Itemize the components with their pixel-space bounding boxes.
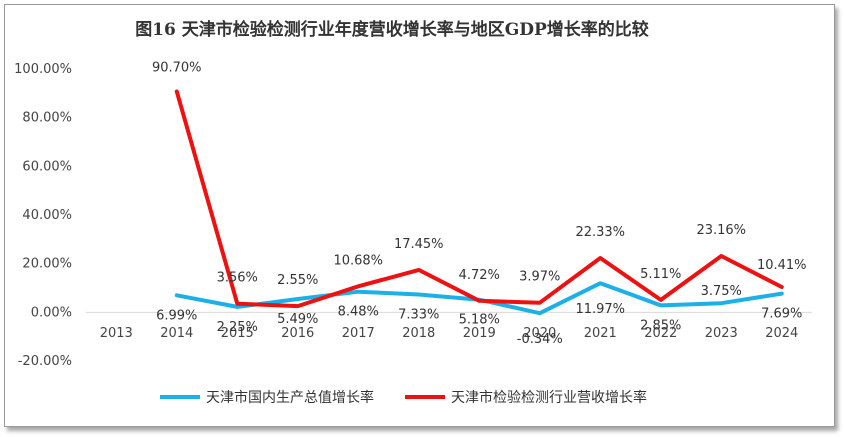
gdp-data-label: 8.48% (338, 305, 379, 320)
x-tick-label: 2015 (221, 326, 254, 341)
gdp-data-label: 7.69% (761, 307, 802, 322)
revenue-data-label: 3.97% (519, 270, 560, 285)
x-tick-label: 2019 (463, 326, 496, 341)
gdp-data-label: 11.97% (575, 302, 625, 317)
revenue-data-label: 5.11% (640, 267, 681, 282)
revenue-data-label: 4.72% (459, 268, 500, 283)
x-tick-label: 2013 (100, 326, 133, 341)
y-tick-label: 80.00% (22, 111, 72, 126)
x-tick-label: 2014 (160, 326, 193, 341)
y-tick-label: 100.00% (14, 62, 72, 77)
y-tick-label: 40.00% (22, 208, 72, 223)
gdp-data-label: 6.99% (156, 308, 197, 323)
revenue-data-label: 90.70% (152, 61, 202, 76)
revenue-data-label: 23.16% (696, 223, 746, 238)
x-tick-label: 2022 (644, 326, 677, 341)
gdp-data-label: 7.33% (398, 307, 439, 322)
y-tick-label: 60.00% (22, 159, 72, 174)
y-tick-label: 20.00% (22, 257, 72, 272)
legend: 天津市国内生产总值增长率 天津市检验检测行业营收增长率 (160, 389, 647, 406)
gdp-data-label: 5.18% (459, 313, 500, 328)
y-tick-label: 0.00% (31, 305, 72, 320)
revenue-data-label: 3.56% (217, 271, 258, 286)
legend-label-revenue: 天津市检验检测行业营收增长率 (451, 389, 647, 406)
data-labels: 6.99% 2.25% 5.49% 8.48% 7.33% 5.18% -0.34% 11.9… (152, 61, 807, 348)
gdp-data-label: 3.75% (701, 284, 742, 299)
gdp-data-label: 5.49% (277, 312, 318, 327)
revenue-data-label: 10.41% (757, 258, 807, 273)
y-tick-label: -20.00% (18, 354, 72, 369)
gdp-growth-line (174, 281, 784, 316)
revenue-data-label: 17.45% (394, 237, 444, 252)
gdp-data-label: 2.25% (217, 320, 258, 335)
x-tick-label: 2021 (584, 326, 617, 341)
gdp-data-label: -0.34% (517, 332, 563, 347)
x-tick-label: 2020 (523, 326, 556, 341)
revenue-data-label: 22.33% (575, 225, 625, 240)
revenue-growth-line (174, 89, 784, 309)
x-axis: 2013 2014 2015 2016 2017 2018 2019 2020 2021 2022… (100, 326, 799, 341)
chart-title: 图16 天津市检验检测行业年度营收增长率与地区GDP增长率的比较 (135, 19, 649, 40)
gdp-data-label: 2.85% (640, 318, 681, 333)
x-tick-label: 2023 (705, 326, 738, 341)
x-tick-label: 2024 (765, 326, 798, 341)
revenue-data-label: 2.55% (277, 273, 318, 288)
x-tick-label: 2018 (402, 326, 435, 341)
series-lines (174, 89, 784, 316)
legend-label-gdp: 天津市国内生产总值增长率 (206, 389, 374, 406)
revenue-data-label: 10.68% (333, 253, 383, 268)
y-axis: -20.00% 0.00% 20.00% 40.00% 60.00% 80.00% 100.… (14, 62, 812, 369)
x-tick-label: 2016 (281, 326, 314, 341)
x-tick-label: 2017 (342, 326, 375, 341)
chart-frame (4, 4, 835, 427)
